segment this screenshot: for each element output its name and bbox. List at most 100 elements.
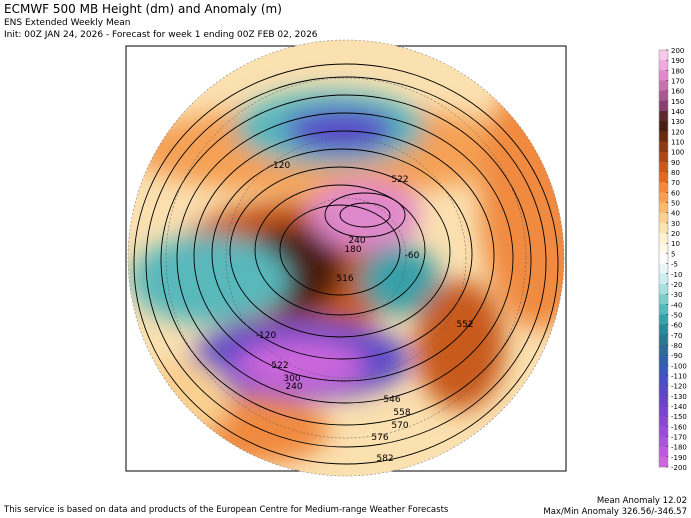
contour-label: 522 <box>391 175 408 185</box>
colorbar-label: 30 <box>671 220 680 228</box>
contour-label: 582 <box>376 454 393 464</box>
colorbar-swatch <box>659 202 668 214</box>
mean-anomaly: Mean Anomaly 12.02 <box>596 496 687 506</box>
colorbar-label: 170 <box>671 78 684 86</box>
colorbar-label: -5 <box>671 261 678 269</box>
colorbar-label: -40 <box>671 301 682 309</box>
contour-label: 300 <box>283 374 300 384</box>
colorbar-label: -70 <box>671 332 682 340</box>
colorbar-swatch <box>659 355 668 366</box>
colorbar-label: -90 <box>671 352 682 360</box>
colorbar-swatch <box>659 405 668 417</box>
init-line: Init: 00Z JAN 24, 2026 - Forecast for we… <box>4 30 318 40</box>
colorbar-swatch <box>659 283 668 295</box>
colorbar-label: -110 <box>671 372 687 380</box>
colorbar-label: -30 <box>671 291 682 299</box>
colorbar-swatch <box>659 151 668 163</box>
colorbar-swatch <box>659 131 668 142</box>
contour-label: 576 <box>371 433 388 443</box>
colorbar-label: 200 <box>671 47 684 55</box>
colorbar-label: 50 <box>671 200 680 208</box>
colorbar-swatch <box>659 294 668 305</box>
colorbar-label: 5 <box>671 250 675 258</box>
colorbar-label: -140 <box>671 403 687 411</box>
contour-label: -120 <box>256 331 277 341</box>
colorbar-label: -60 <box>671 322 682 330</box>
colorbar-swatch <box>659 334 668 346</box>
colorbar-swatch <box>659 385 668 397</box>
colorbar-swatch <box>659 243 668 254</box>
colorbar-swatch <box>659 344 668 356</box>
colorbar-label: 180 <box>671 67 684 75</box>
colorbar-swatch <box>659 60 668 71</box>
contour-label: 516 <box>336 274 353 284</box>
colorbar-label: -160 <box>671 423 687 431</box>
colorbar-swatch <box>659 436 668 447</box>
colorbar-label: 20 <box>671 230 680 238</box>
colorbar-swatch <box>659 161 668 173</box>
colorbar-frame <box>658 49 669 468</box>
contour-label: 240 <box>348 236 365 246</box>
colorbar-label: 40 <box>671 210 680 218</box>
colorbar-label: -120 <box>671 383 687 391</box>
colorbar-swatch <box>659 100 668 112</box>
colorbar-label: 150 <box>671 98 684 106</box>
colorbar-swatch <box>659 212 668 224</box>
colorbar-label: -200 <box>671 464 687 472</box>
colorbar-label: 190 <box>671 57 684 65</box>
colorbar-swatch <box>659 263 668 275</box>
credit: This service is based on data and produc… <box>4 505 449 515</box>
contour-label: 552 <box>456 320 473 330</box>
colorbar-swatch <box>659 192 668 203</box>
colorbar-swatch <box>659 446 668 458</box>
contour-label: -120 <box>270 161 291 171</box>
colorbar-label: 60 <box>671 189 680 197</box>
title: ECMWF 500 MB Height (dm) and Anomaly (m) <box>4 2 282 16</box>
anomaly-field <box>128 40 564 476</box>
colorbar-label: 70 <box>671 179 680 187</box>
colorbar-swatch <box>659 111 668 122</box>
colorbar-swatch <box>659 375 668 386</box>
colorbar-swatch <box>659 172 668 183</box>
subtitle: ENS Extended Weekly Mean <box>4 18 131 28</box>
colorbar-swatch <box>659 121 668 132</box>
colorbar-label: 10 <box>671 240 680 248</box>
colorbar-swatch <box>659 304 668 315</box>
contour-label: 522 <box>271 361 288 371</box>
colorbar-label: 110 <box>671 139 684 147</box>
contour-label: 558 <box>393 408 410 418</box>
colorbar-swatch <box>659 324 668 336</box>
colorbar-swatch <box>659 314 668 325</box>
colorbar-label: -80 <box>671 342 682 350</box>
colorbar-swatch <box>659 50 668 61</box>
colorbar-label: 140 <box>671 108 684 116</box>
colorbar-swatch <box>659 222 668 234</box>
colorbar-label: -50 <box>671 311 682 319</box>
colorbar-swatch <box>659 426 668 437</box>
colorbar-swatch <box>659 182 668 193</box>
contour-label: 546 <box>383 395 400 405</box>
colorbar-label: -180 <box>671 444 687 452</box>
colorbar-swatch <box>659 141 668 153</box>
colorbar-label: -190 <box>671 454 687 462</box>
contour-label: 570 <box>391 421 408 431</box>
colorbar-label: 130 <box>671 118 684 126</box>
colorbar-label: -130 <box>671 393 687 401</box>
contour-label: 180 <box>344 245 361 255</box>
max-min-anomaly: Max/Min Anomaly 326.56/-346.57 <box>543 507 687 517</box>
colorbar-label: -150 <box>671 413 687 421</box>
colorbar-label: -100 <box>671 362 687 370</box>
colorbar-swatch <box>659 395 668 407</box>
colorbar-swatch <box>659 70 668 81</box>
colorbar-swatch <box>659 80 668 91</box>
colorbar-swatch <box>659 90 668 102</box>
colorbar-label: 160 <box>671 88 684 96</box>
colorbar-swatch <box>659 416 668 427</box>
colorbar-swatch <box>659 233 668 244</box>
colorbar-label: -10 <box>671 271 682 279</box>
colorbar-label: -20 <box>671 281 682 289</box>
colorbar-label: 100 <box>671 149 684 157</box>
colorbar-label: 80 <box>671 169 680 177</box>
